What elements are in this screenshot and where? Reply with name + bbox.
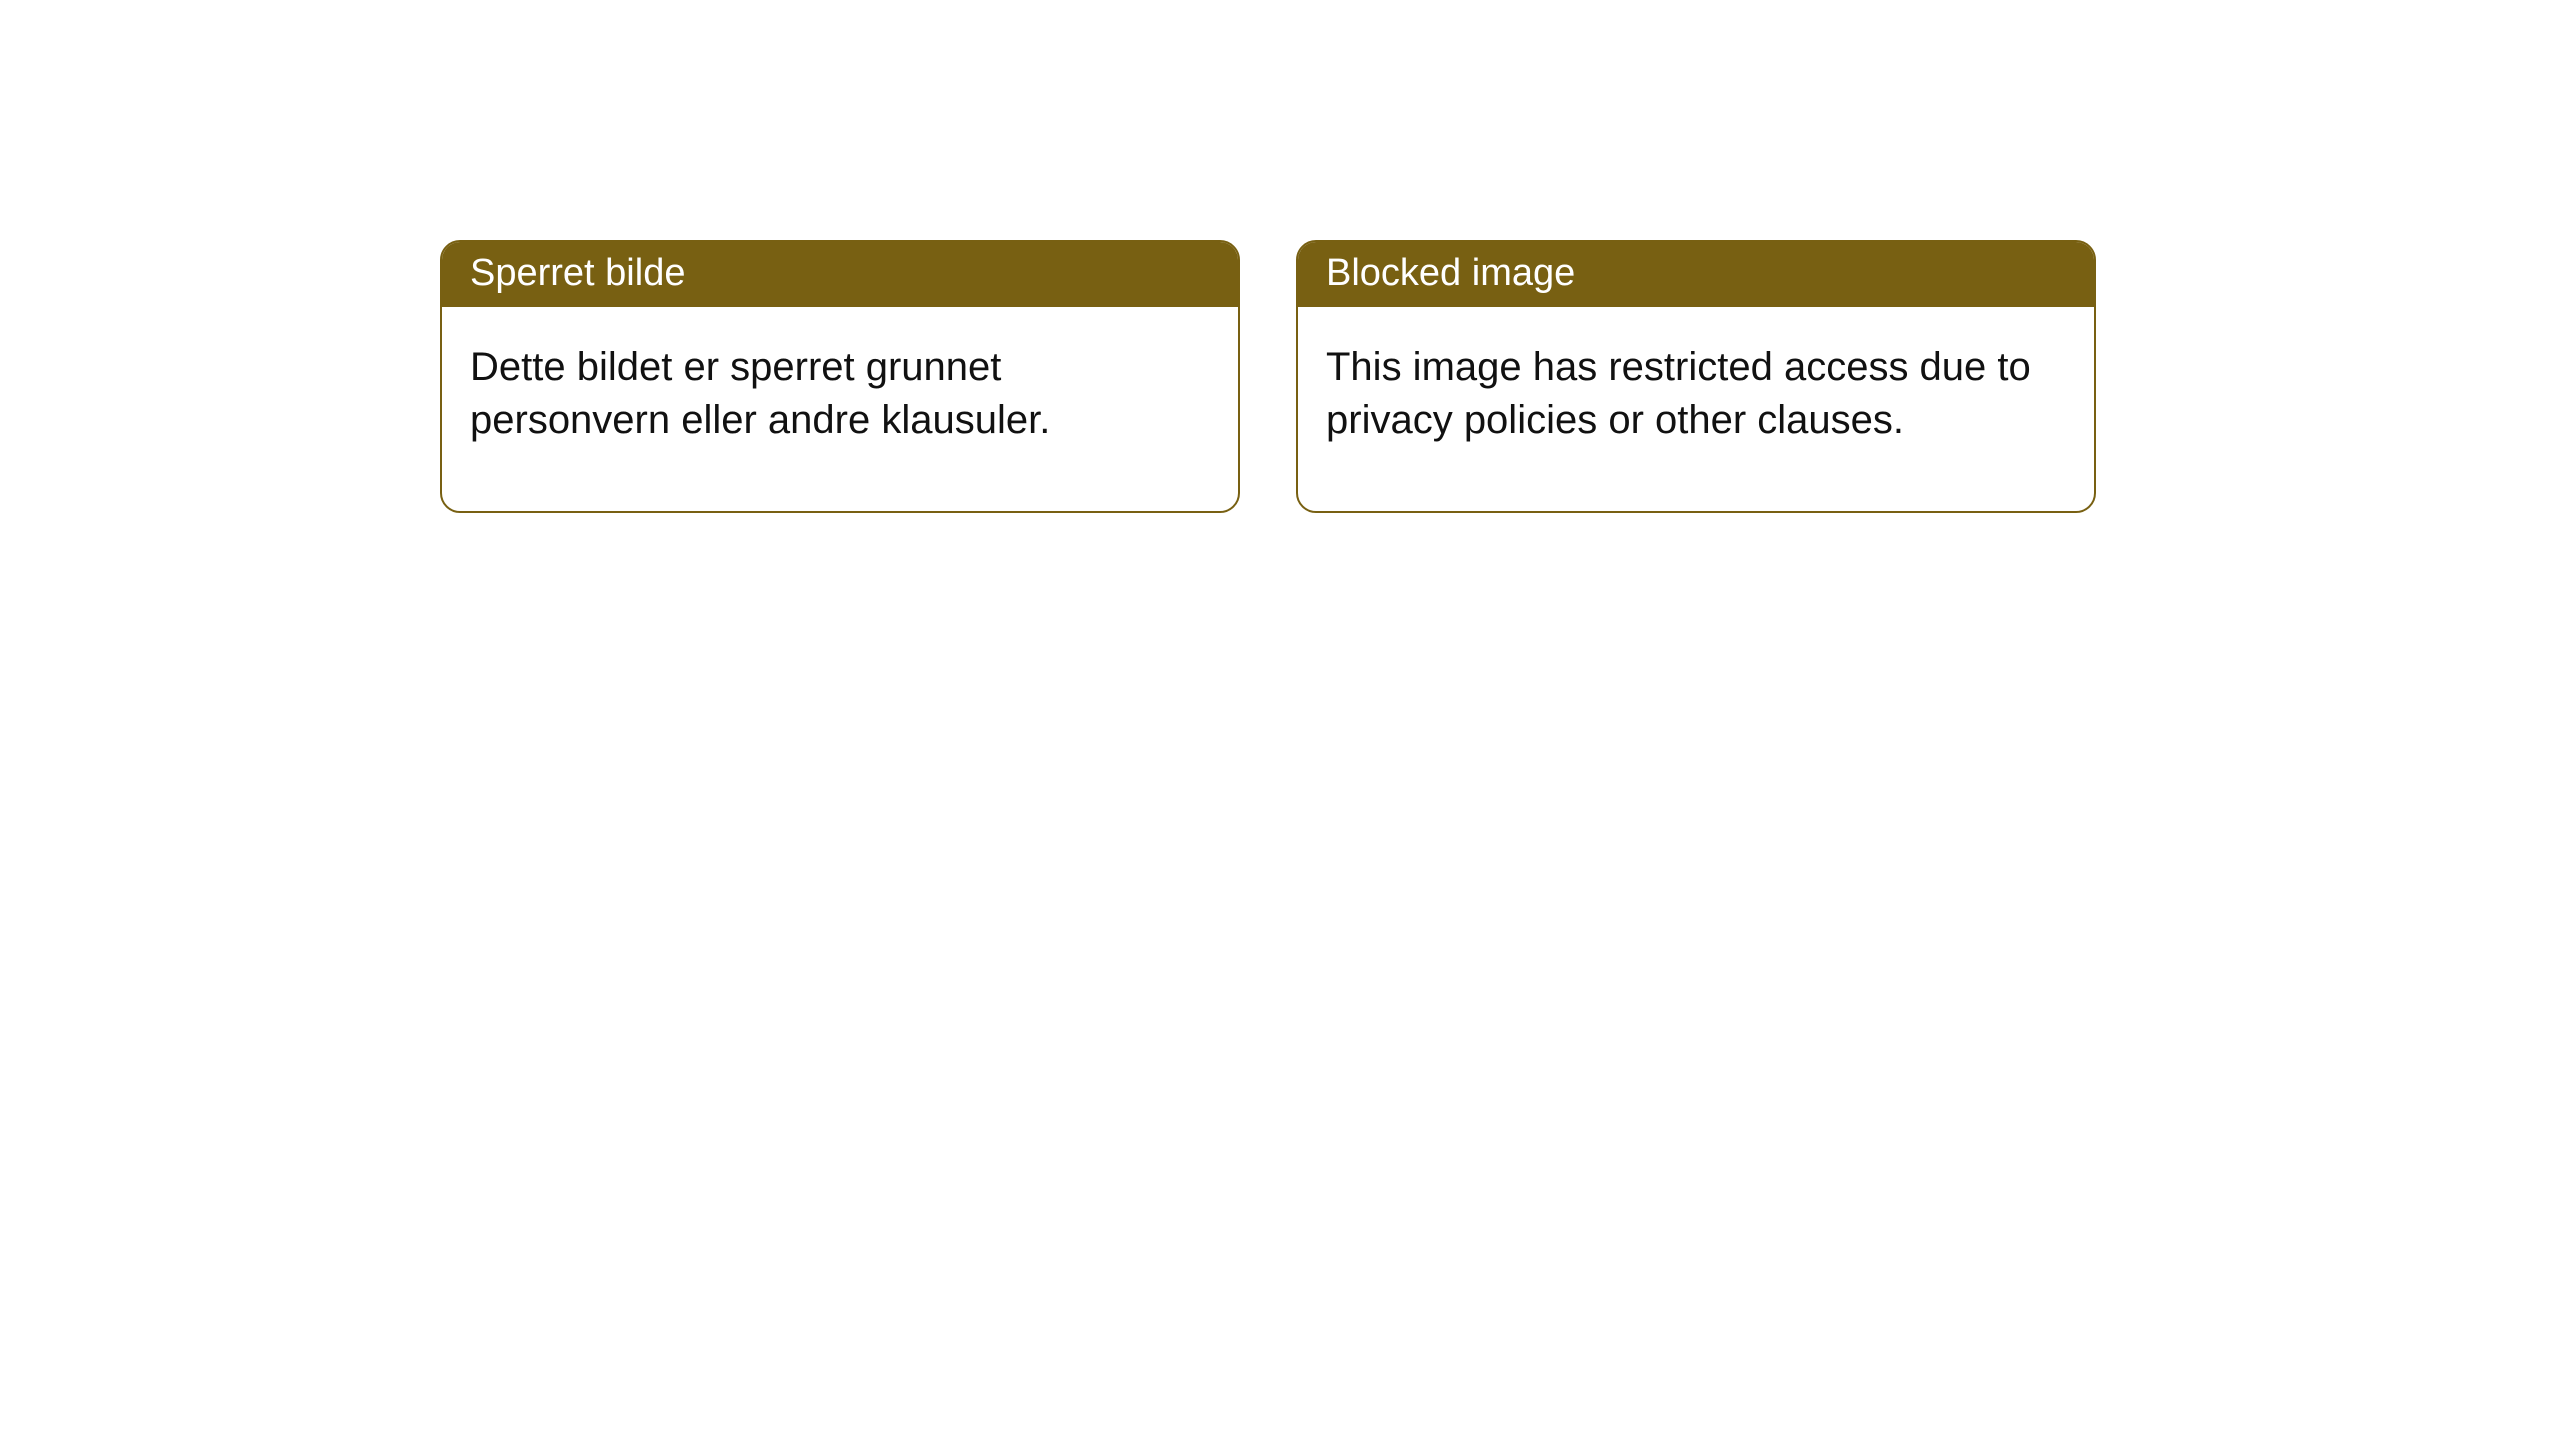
notice-container: Sperret bilde Dette bildet er sperret gr…	[440, 240, 2096, 513]
card-header-no: Sperret bilde	[442, 242, 1238, 307]
card-header-en: Blocked image	[1298, 242, 2094, 307]
card-body-no: Dette bildet er sperret grunnet personve…	[442, 307, 1238, 511]
blocked-image-card-no: Sperret bilde Dette bildet er sperret gr…	[440, 240, 1240, 513]
blocked-image-card-en: Blocked image This image has restricted …	[1296, 240, 2096, 513]
card-body-en: This image has restricted access due to …	[1298, 307, 2094, 511]
